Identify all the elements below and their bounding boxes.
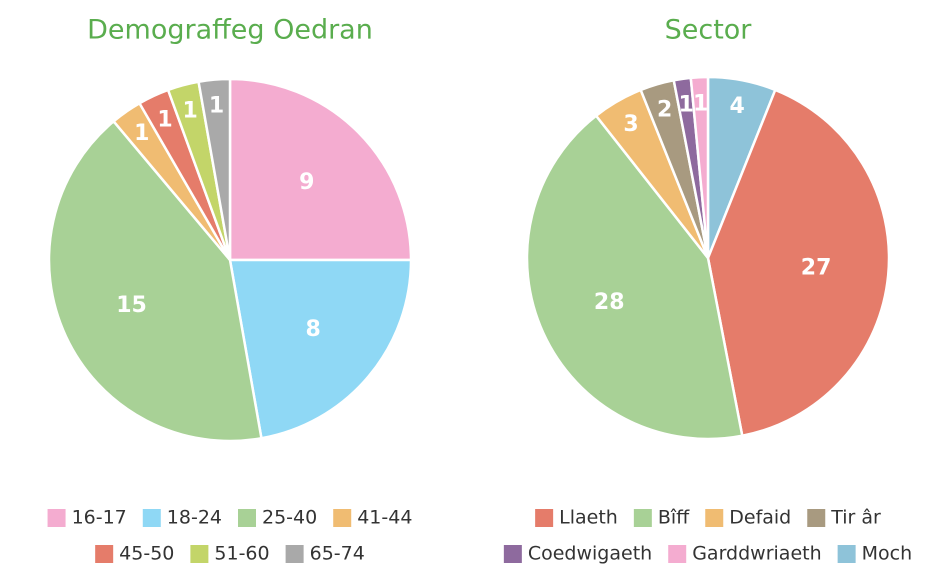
chart-title: Demograffeg Oedran: [87, 15, 373, 46]
legend-swatch: [285, 545, 304, 563]
data-label: 27: [801, 255, 832, 280]
legend-swatch: [238, 509, 256, 527]
chart-title: Sector: [665, 15, 753, 46]
legend-swatch: [503, 545, 522, 563]
legend-swatch: [807, 509, 826, 527]
data-label: 1: [183, 98, 198, 123]
legend-row: 16-17 18-24 25-40 41-44: [47, 507, 412, 529]
legend-row: Coedwigaeth Garddwriaeth Moch: [503, 543, 913, 565]
data-label: 8: [306, 317, 321, 342]
legend-label: Garddwriaeth: [692, 543, 821, 565]
legend-label: Llaeth: [559, 507, 618, 529]
data-label: 4: [729, 94, 744, 119]
pie-slice: [197, 77, 232, 261]
data-label: 1: [693, 91, 708, 116]
legend-swatch: [142, 509, 161, 527]
legend-row: 45-50 51-60 65-74: [95, 543, 365, 565]
data-label: 15: [116, 293, 147, 318]
pie-slice: [47, 119, 263, 443]
data-label: 1: [678, 93, 693, 118]
pie-slice: [706, 88, 891, 438]
pie-slice: [228, 77, 413, 262]
legend-swatch: [95, 545, 114, 563]
legend-row: Llaeth Bîff Defaid Tir âr: [535, 507, 881, 529]
data-label: 28: [594, 290, 625, 315]
pie-slice: [525, 113, 744, 441]
data-label: 1: [157, 108, 172, 133]
legend-label: Tir âr: [830, 507, 881, 529]
legend-label: 41-44: [357, 507, 412, 529]
data-label: 3: [623, 112, 638, 137]
legend-label: Moch: [862, 543, 913, 565]
legend-swatch: [47, 509, 66, 527]
data-label: 9: [299, 170, 314, 195]
data-label: 1: [134, 121, 149, 146]
legend-swatch: [668, 545, 687, 563]
legend-label: 65-74: [310, 543, 365, 565]
pie-slice: [228, 258, 413, 440]
legend-label: Coedwigaeth: [528, 543, 652, 565]
data-label: 1: [209, 94, 224, 119]
legend-label: Bîff: [658, 507, 690, 529]
legend-label: 51-60: [214, 543, 269, 565]
legend-label: Defaid: [729, 507, 791, 529]
legend-swatch: [633, 509, 652, 527]
legend-label: 25-40: [262, 507, 317, 529]
legend-label: 18-24: [167, 507, 222, 529]
pie-slice: [689, 75, 710, 259]
legend-swatch: [535, 509, 554, 527]
legend-swatch: [705, 509, 724, 527]
legend-label: 45-50: [119, 543, 174, 565]
legend-swatch: [333, 509, 352, 527]
legend-label: 16-17: [72, 507, 127, 529]
legend-swatch: [190, 545, 209, 563]
data-label: 2: [657, 97, 672, 122]
legend-swatch: [837, 545, 856, 563]
